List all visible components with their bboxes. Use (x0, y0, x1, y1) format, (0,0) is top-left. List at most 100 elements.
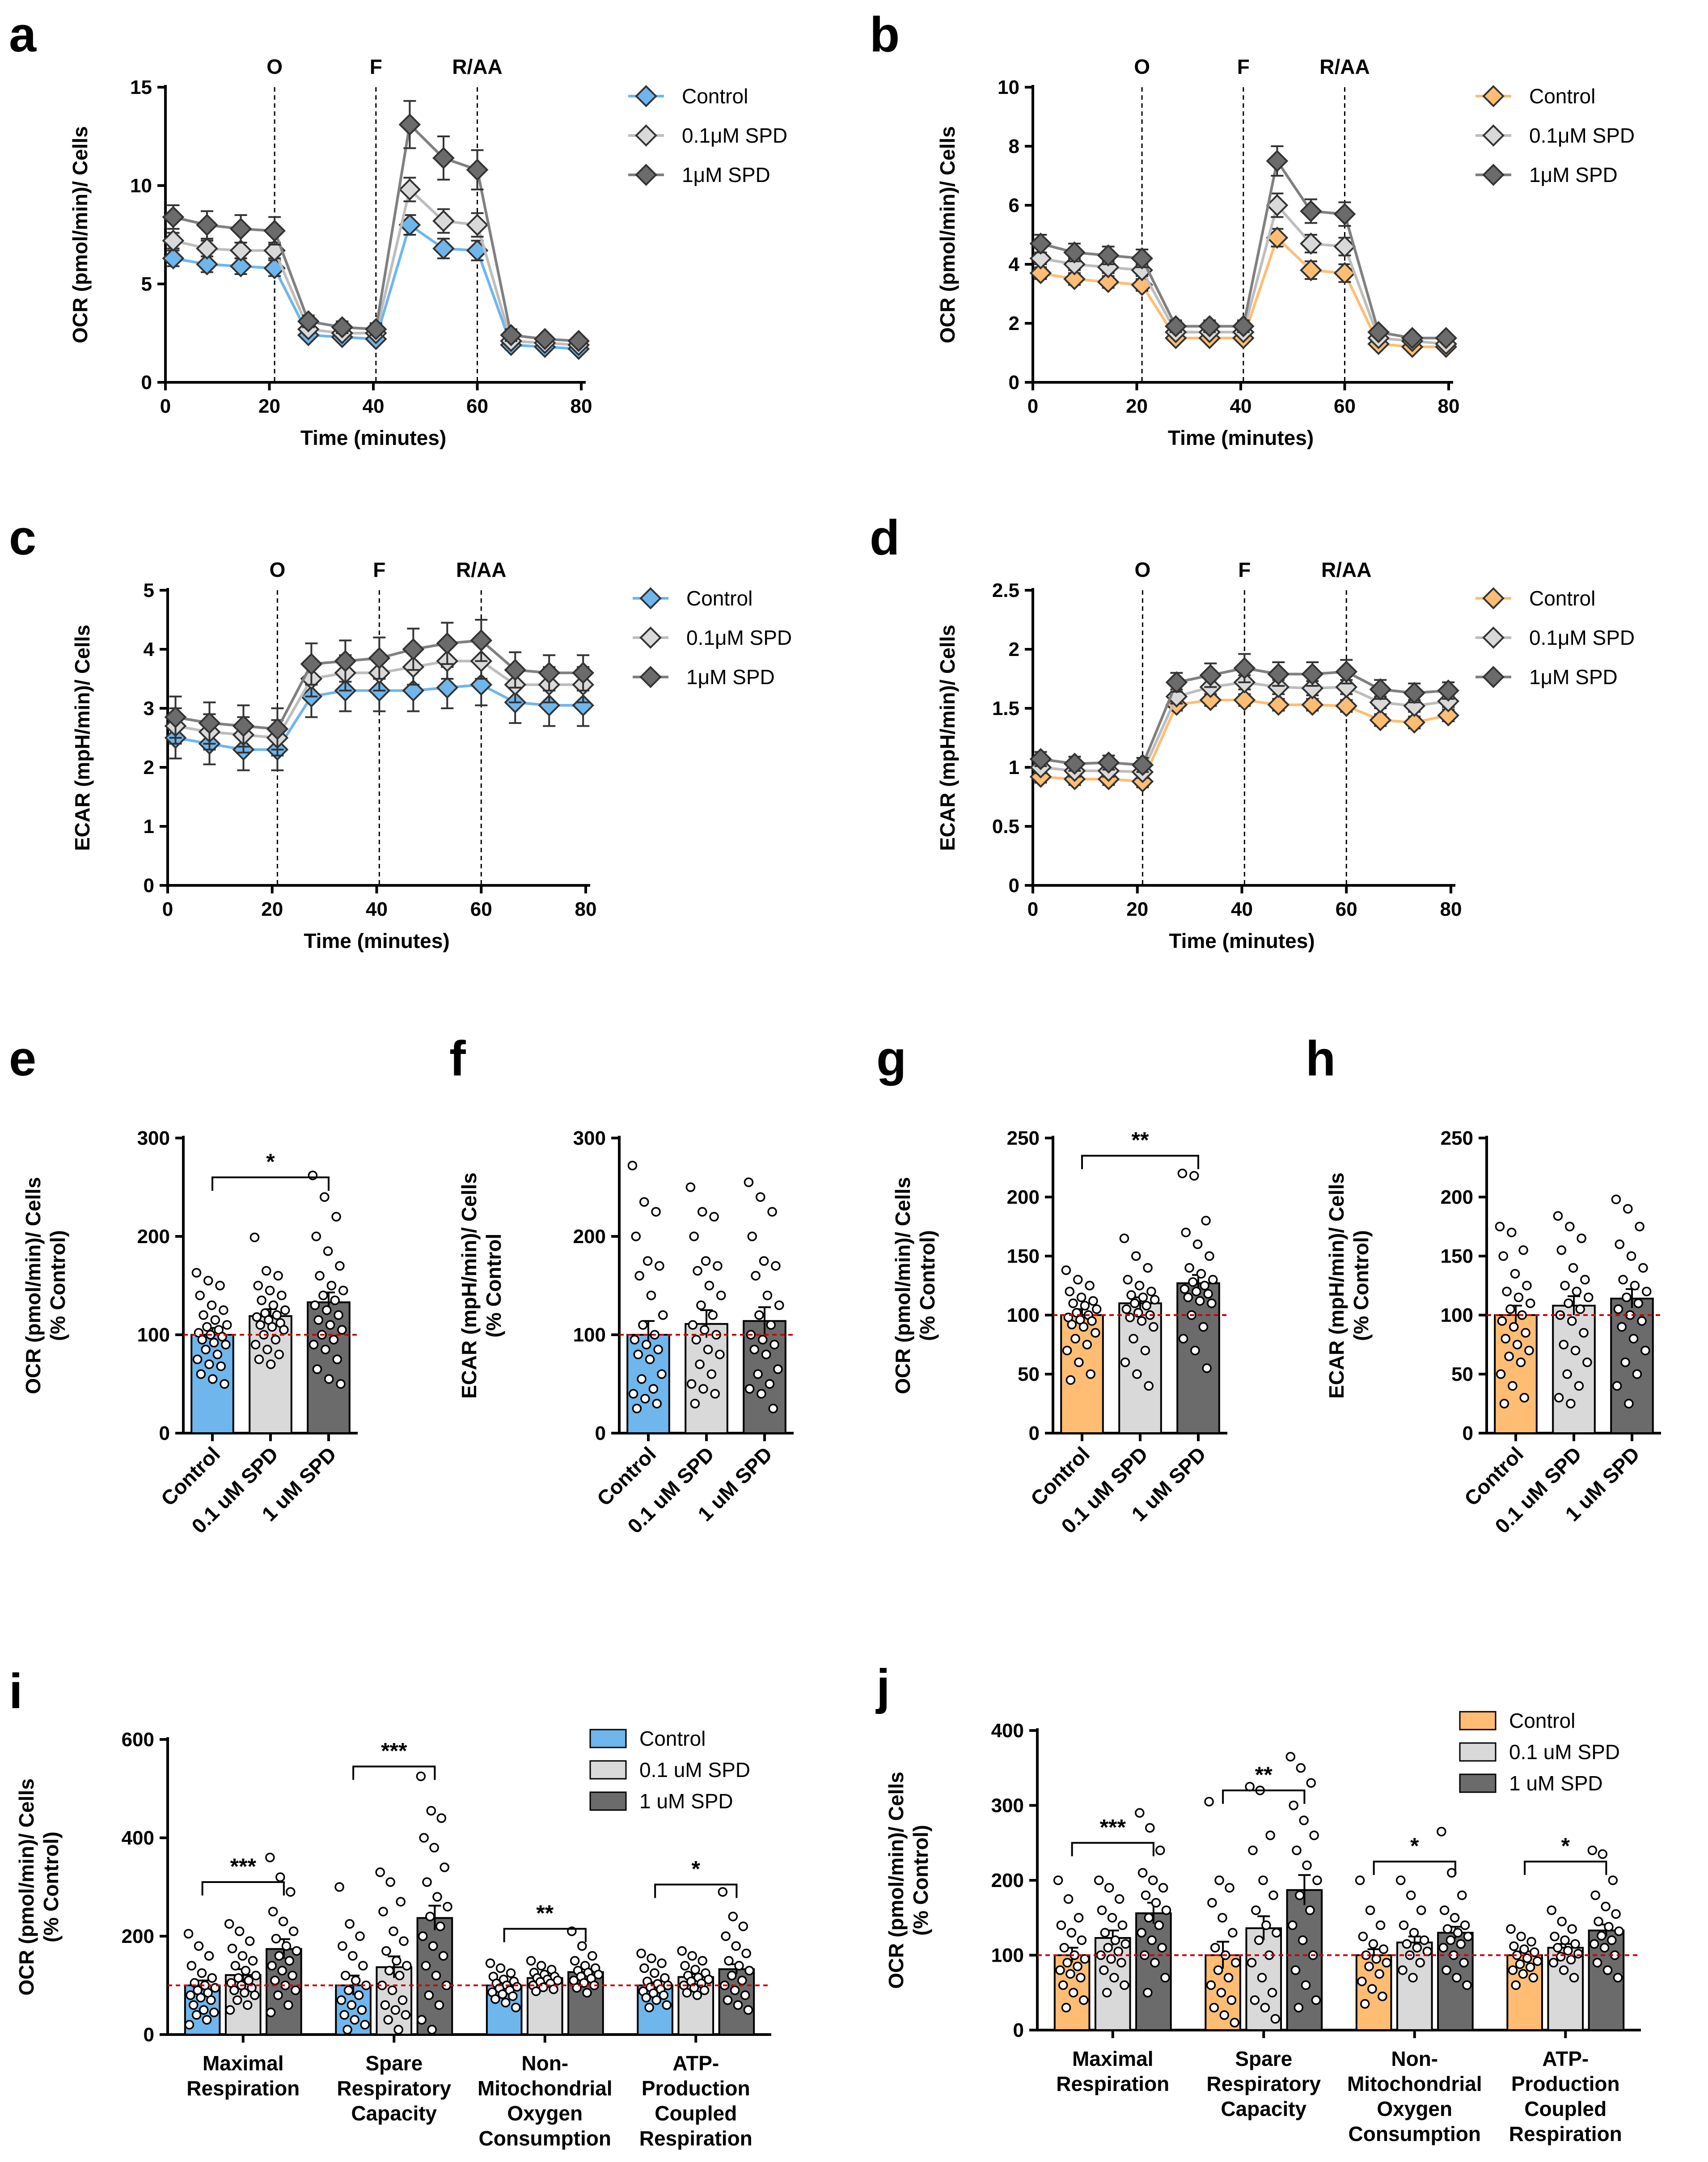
dot (1508, 1381, 1518, 1391)
data-point (1333, 203, 1356, 225)
dots (1094, 1875, 1131, 1997)
dot (1419, 1935, 1429, 1945)
injection-label: F (1238, 558, 1251, 581)
dot (1106, 1954, 1116, 1964)
dots (1553, 1211, 1594, 1409)
data-point (1097, 244, 1120, 267)
panel-label-i: i (9, 1664, 23, 1719)
dot (1065, 1969, 1075, 1979)
series-0: Control (1029, 85, 1595, 358)
y-tick-label: 400 (122, 1827, 154, 1849)
dot (1355, 1875, 1365, 1885)
dot (1548, 1958, 1559, 1967)
dot (651, 1207, 661, 1217)
dot (1406, 1890, 1416, 1900)
dot (241, 1966, 251, 1976)
dot (1055, 1965, 1065, 1975)
dot (277, 1290, 287, 1300)
data-point (466, 214, 489, 236)
dot (749, 1345, 759, 1354)
dot (350, 2015, 359, 2025)
injection-label: F (1237, 55, 1250, 78)
data-point (1301, 694, 1324, 716)
dot (389, 1926, 398, 1936)
group-label: Capacity (351, 2102, 437, 2125)
injection-label: F (370, 55, 382, 78)
dot (1103, 1943, 1113, 1953)
y-tick-label: 10 (130, 175, 152, 197)
data-point (436, 676, 459, 699)
data-point (470, 629, 493, 652)
legend-label: 1 uM SPD (1509, 1772, 1603, 1795)
series-1: 0.1μM SPD (162, 124, 787, 356)
y-axis-label: OCR (pmol/min)/ Cells (891, 1177, 914, 1394)
y-tick-label: 8 (1009, 135, 1019, 157)
group-label: Oxygen (507, 2102, 583, 2125)
x-tick-label: 0 (1027, 898, 1038, 920)
dot (274, 1350, 284, 1359)
dot (204, 1359, 214, 1369)
data-point (572, 661, 594, 684)
injection-label: F (373, 558, 385, 581)
dot (1589, 1939, 1599, 1949)
data-point (432, 210, 455, 233)
data-point (1063, 753, 1086, 775)
dot (1188, 1277, 1198, 1287)
dot (1594, 1917, 1603, 1926)
dot (630, 1335, 640, 1345)
dots (265, 1853, 302, 2018)
legend-label: 0.1μM SPD (1529, 124, 1635, 147)
data-point (229, 239, 252, 262)
dot (358, 1961, 368, 1971)
dots (1495, 1222, 1535, 1409)
dot (1371, 1954, 1381, 1964)
dot (1604, 1922, 1614, 1932)
group-label: Respiratory (337, 2077, 451, 2100)
dot (1560, 1935, 1570, 1945)
dot (1395, 1875, 1406, 1885)
dot (1073, 1275, 1083, 1285)
significance-bracket (211, 1176, 330, 1191)
legend-marker (635, 124, 657, 147)
y-tick-label: 2.5 (992, 580, 1019, 601)
data-point (466, 158, 489, 181)
legend-marker (1482, 666, 1505, 688)
dot (321, 1305, 332, 1315)
dot (288, 1926, 299, 1936)
dot (321, 1345, 330, 1354)
dot (636, 1948, 646, 1959)
dot (250, 1990, 260, 2000)
data-point (198, 712, 221, 734)
data-point (1199, 689, 1222, 711)
dot (230, 1961, 241, 1971)
dot (639, 1197, 649, 1207)
dot (326, 1281, 337, 1290)
dot (360, 2020, 370, 2030)
x-axis-label: Time (minutes) (1169, 929, 1315, 952)
dot (677, 1946, 687, 1956)
dot (773, 1364, 783, 1374)
data-point (1401, 327, 1424, 349)
data-point (432, 237, 455, 260)
dot (1074, 1913, 1084, 1923)
dot (1178, 1334, 1188, 1344)
dot (1117, 1920, 1128, 1930)
injection-label: O (1134, 55, 1150, 78)
data-point (229, 217, 252, 240)
dot (311, 1231, 321, 1241)
y-tick-label: 15 (130, 76, 152, 98)
dot (1360, 1999, 1370, 2009)
dot (757, 1335, 768, 1345)
dot (249, 1232, 260, 1242)
dot (703, 1345, 713, 1354)
dot (699, 1325, 710, 1335)
dot (657, 1958, 667, 1968)
dot (1302, 1860, 1312, 1870)
dot (1149, 1322, 1158, 1332)
dot (1250, 1995, 1260, 2005)
dot (281, 1941, 292, 1951)
dot (1508, 1965, 1518, 1975)
panel-label-a: a (9, 7, 37, 62)
data-point (500, 324, 522, 347)
dot (506, 1968, 516, 1978)
